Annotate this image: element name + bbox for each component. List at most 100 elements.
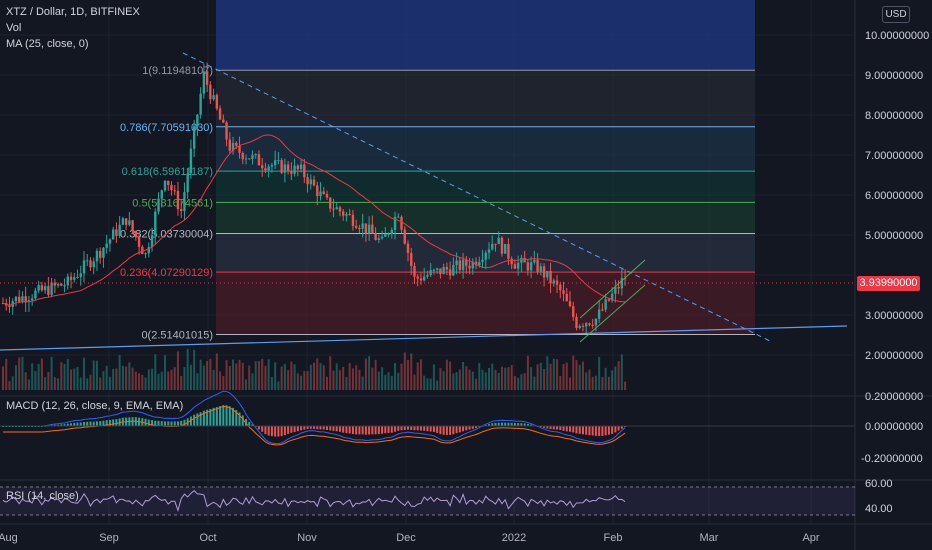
macd-histogram-bar: [549, 426, 552, 430]
volume-bar: [92, 360, 95, 390]
volume-bar: [458, 369, 461, 390]
macd-histogram-bar: [176, 421, 179, 426]
volume-bar: [270, 377, 273, 390]
volume-legend[interactable]: Vol: [6, 22, 22, 34]
macd-histogram-bar: [335, 426, 338, 432]
macd-histogram-bar: [235, 410, 238, 426]
candle-body: [118, 224, 121, 236]
candle-body: [79, 273, 82, 278]
macd-histogram-bar: [118, 418, 121, 426]
volume-bar: [193, 349, 196, 390]
candle-body: [183, 192, 186, 212]
volume-bar: [500, 366, 503, 390]
candle-body: [445, 267, 449, 270]
volume-bar: [374, 359, 377, 390]
volume-bar: [358, 369, 361, 390]
candle-body: [209, 84, 212, 100]
candle-body: [435, 268, 439, 270]
macd-histogram-bar: [215, 407, 218, 426]
macd-histogram-bar: [180, 420, 183, 426]
volume-bar: [173, 367, 176, 390]
volume-bar: [209, 358, 212, 390]
macd-legend[interactable]: MACD (12, 26, close, 9, EMA, EMA): [6, 400, 184, 412]
channel-line-upper: [579, 259, 646, 319]
volume-bar: [604, 367, 607, 390]
currency-button[interactable]: USD: [882, 6, 910, 23]
macd-histogram-bar: [517, 423, 520, 426]
macd-histogram-bar: [245, 418, 247, 426]
macd-histogram-bar: [95, 421, 98, 426]
macd-histogram-bar: [562, 426, 565, 431]
candle-body: [526, 262, 530, 271]
macd-histogram-bar: [157, 420, 160, 426]
volume-bar: [423, 375, 426, 390]
macd-histogram-bar: [170, 421, 173, 426]
macd-histogram-bar: [436, 426, 439, 433]
symbol-legend[interactable]: XTZ / Dollar, 1D, BITFINEX: [6, 6, 140, 18]
macd-histogram-bar: [73, 422, 76, 426]
volume-bar: [543, 369, 546, 390]
volume-bar: [134, 371, 137, 390]
macd-histogram-bar: [510, 422, 513, 426]
ma-legend[interactable]: MA (25, close, 0): [6, 38, 89, 50]
macd-histogram-bar: [319, 426, 322, 430]
price-tick-label: 2.00000000: [865, 350, 923, 362]
volume-bar: [348, 363, 351, 390]
candle-body: [238, 145, 241, 153]
macd-histogram-bar: [455, 426, 458, 434]
macd-histogram-bar: [112, 419, 115, 426]
rsi-legend[interactable]: RSI (14, close): [6, 490, 79, 502]
volume-bar: [569, 377, 571, 390]
volume-bar: [37, 364, 40, 390]
volume-bar: [419, 359, 422, 390]
macd-histogram-bar: [374, 426, 377, 435]
candle-body: [429, 270, 432, 276]
macd-histogram-bar: [500, 422, 503, 426]
macd-histogram-bar: [164, 421, 166, 426]
volume-bar: [24, 372, 27, 390]
macd-histogram-bar: [530, 424, 533, 426]
volume-bar: [578, 364, 581, 390]
fib-band: [216, 171, 755, 203]
macd-histogram-bar: [60, 424, 63, 426]
macd-histogram-bar: [381, 426, 384, 434]
candle-body: [364, 223, 368, 234]
macd-histogram-bar: [484, 424, 487, 426]
volume-bar: [53, 377, 56, 390]
candle-body: [494, 243, 497, 245]
volume-bar: [530, 367, 533, 390]
macd-histogram-bar: [552, 426, 555, 430]
candle-body: [516, 262, 520, 269]
volume-bar: [170, 369, 173, 390]
candle-body: [280, 160, 283, 173]
macd-histogram-bar: [572, 426, 575, 433]
macd-histogram-bar: [293, 426, 296, 433]
macd-histogram-bar: [407, 426, 409, 430]
candle-body: [257, 154, 261, 166]
candle-body: [160, 190, 163, 199]
volume-bar: [513, 376, 516, 390]
macd-histogram-bar: [63, 424, 66, 426]
volume-bar: [484, 372, 487, 390]
candle-body: [507, 244, 510, 259]
price-tick-label: 10.00000000: [865, 30, 929, 42]
candle-body: [8, 305, 11, 307]
macd-histogram-bar: [167, 421, 170, 426]
candle-body: [565, 293, 568, 302]
volume-bar: [60, 362, 63, 390]
volume-bar: [594, 375, 597, 390]
volume-bar: [381, 367, 384, 390]
volume-bar: [238, 359, 241, 390]
candle-body: [374, 233, 377, 240]
candle-body: [338, 207, 342, 212]
volume-bar: [322, 365, 325, 390]
volume-bar: [5, 358, 8, 390]
price-tick-label: 3.00000000: [865, 310, 923, 322]
candle-body: [403, 229, 406, 244]
candle-body: [218, 108, 222, 120]
macd-histogram-bar: [507, 422, 510, 426]
time-tick-label: Apr: [802, 532, 819, 544]
volume-bar: [585, 372, 588, 390]
candle-body: [95, 250, 99, 262]
